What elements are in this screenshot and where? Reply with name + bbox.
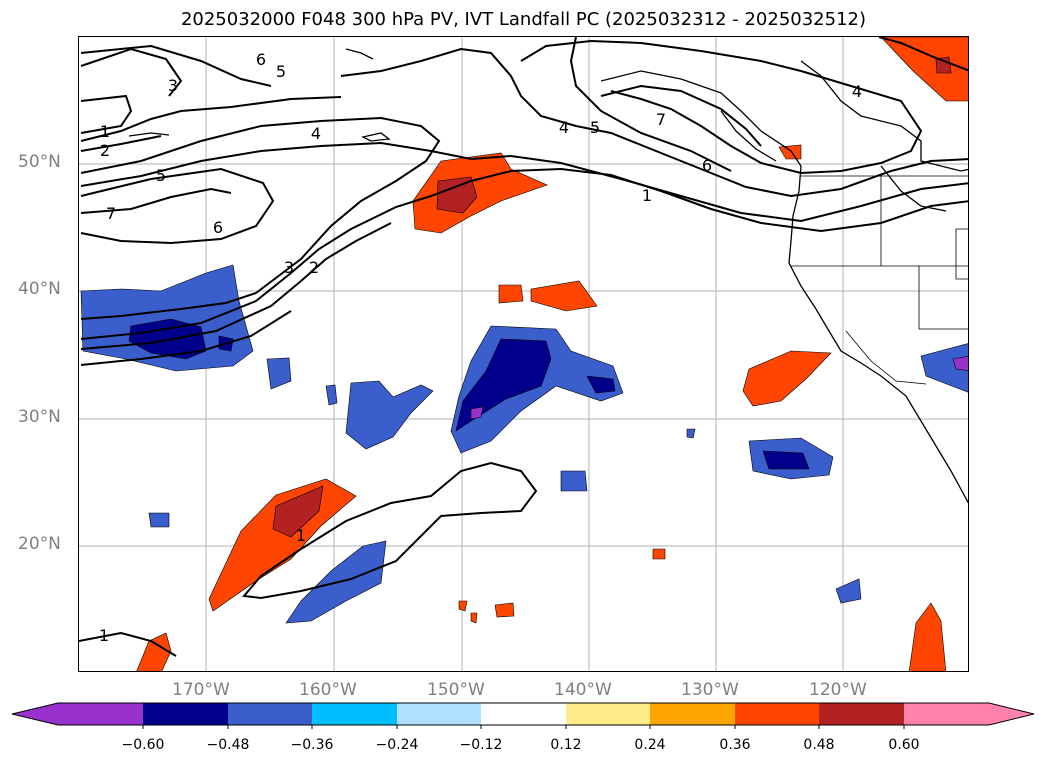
lon-label: 120°W (809, 680, 867, 700)
contour-label: 2 (309, 258, 319, 277)
negative-pv-region (835, 578, 862, 604)
positive-pv-region (530, 280, 598, 312)
colorbar-segment (819, 703, 904, 725)
contour-label: 1 (642, 186, 652, 205)
contour-label: 5 (590, 118, 600, 137)
contour-label: 4 (852, 82, 862, 101)
colorbar-segment (904, 703, 989, 725)
positive-pv-region (458, 600, 468, 612)
positive-pv-region (908, 602, 947, 671)
colorbar-segment (481, 703, 566, 725)
negative-pv-region (920, 343, 968, 393)
contour-label: 2 (100, 141, 110, 160)
positive-pv-region (652, 548, 666, 560)
contour-label: 4 (311, 124, 321, 143)
contour-label: 3 (168, 76, 178, 95)
colorbar-tick-label: 0.24 (634, 737, 666, 753)
contour-label: 6 (213, 218, 223, 237)
lat-label: 50°N (18, 152, 61, 172)
contour-label: 1 (296, 526, 306, 545)
contour-label: 7 (106, 204, 116, 223)
lat-label: 40°N (18, 279, 61, 299)
positive-pv-region (136, 632, 172, 671)
political-borders (791, 175, 968, 385)
colorbar-segment (228, 703, 312, 725)
colorbar-segment (58, 703, 143, 725)
negative-pv-region (686, 428, 696, 439)
colorbar-segment (312, 703, 397, 725)
colorbar-tick-label: −0.24 (375, 737, 419, 753)
strong-positive-pv-region (272, 485, 324, 538)
colorbar-tick-label: −0.12 (459, 737, 503, 753)
positive-pv-region (208, 478, 357, 612)
negative-pv-region (148, 512, 170, 528)
lon-label: 170°W (172, 680, 230, 700)
coastline (128, 48, 968, 504)
colorbar-tick-label: 0.60 (888, 737, 920, 753)
contour-label: 7 (656, 110, 666, 129)
positive-pv-region (498, 284, 524, 304)
colorbar-extend-min (12, 703, 58, 725)
lon-label: 160°W (299, 680, 357, 700)
colorbar-segment (566, 703, 650, 725)
colorbar-tick-label: 0.36 (719, 737, 751, 753)
colorbar-tick-label: −0.48 (206, 737, 250, 753)
positive-pv-region (778, 144, 802, 160)
colorbar-tick-label: 0.48 (803, 737, 835, 753)
contour-label: 4 (559, 118, 569, 137)
lon-label: 140°W (554, 680, 612, 700)
contour-label: 3 (284, 258, 294, 277)
positive-pv-region (742, 350, 832, 407)
negative-pv-region (560, 470, 588, 492)
positive-pv-region (470, 612, 478, 624)
contour-label: 1 (99, 626, 109, 645)
colorbar-tick-label: −0.36 (290, 737, 334, 753)
positive-pv-region (412, 152, 548, 234)
colorbar-segment (650, 703, 735, 725)
contour-label: 6 (256, 50, 266, 69)
colorbar-segment (735, 703, 819, 725)
pv-filled-regions (80, 37, 968, 671)
lon-label: 130°W (681, 680, 739, 700)
gridlines (79, 37, 968, 671)
lon-label: 150°W (427, 680, 485, 700)
positive-pv-region (880, 37, 968, 102)
strong-positive-pv-region (436, 176, 478, 214)
negative-pv-region (266, 357, 292, 390)
pv-contours (79, 37, 968, 657)
strongest-negative-pv (470, 406, 484, 420)
colorbar-tick-label: −0.60 (121, 737, 165, 753)
lat-label: 30°N (18, 407, 61, 427)
map-canvas: 6 5 3 1 2 4 5 7 6 3 2 4 5 7 6 1 4 1 1 (79, 37, 968, 671)
positive-pv-region (494, 602, 515, 618)
map-title: 2025032000 F048 300 hPa PV, IVT Landfall… (180, 9, 867, 30)
colorbar-extend-max (989, 703, 1034, 725)
colorbar-segment (143, 703, 228, 725)
lat-label: 20°N (18, 534, 61, 554)
contour-label: 5 (156, 166, 166, 185)
map-plot-area[interactable]: 6 5 3 1 2 4 5 7 6 3 2 4 5 7 6 1 4 1 1 (78, 36, 969, 672)
colorbar (11, 702, 1035, 729)
negative-pv-region (325, 384, 338, 406)
contour-label: 6 (702, 156, 712, 175)
colorbar-tick-label: 0.12 (550, 737, 582, 753)
strong-negative-pv-region (762, 450, 810, 470)
strong-negative-pv-region (586, 375, 616, 394)
strong-positive-pv-region (935, 56, 952, 74)
contour-label: 5 (276, 62, 286, 81)
strongest-negative-pv (952, 356, 968, 372)
contour-label: 1 (100, 122, 110, 141)
negative-pv-region (345, 380, 434, 450)
colorbar-outline (11, 702, 1035, 726)
contour-labels: 6 5 3 1 2 4 5 7 6 3 2 4 5 7 6 1 4 1 1 (99, 50, 862, 645)
colorbar-segment (397, 703, 481, 725)
